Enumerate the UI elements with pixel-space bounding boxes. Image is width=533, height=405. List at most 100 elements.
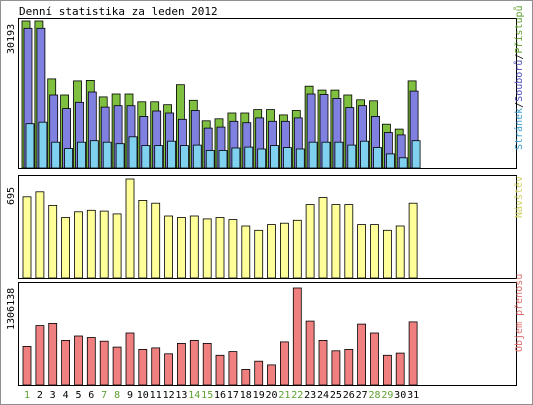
bar-visits-day-8 [112, 213, 122, 279]
legend-pages: Stránek [513, 108, 525, 150]
x-tick-label-day-6: 6 [88, 390, 94, 401]
bar-visits-day-5 [74, 211, 83, 279]
legend-files: Souborů [513, 60, 525, 102]
bar-kbytes-day-6 [86, 337, 96, 386]
bar-kbytes-day-5 [74, 335, 83, 386]
bar-pages-day-6 [89, 140, 99, 169]
bar-visits-day-17 [228, 219, 238, 279]
bar-pages-day-27 [360, 140, 370, 169]
x-tick-label-day-31: 31 [407, 390, 419, 401]
bar-kbytes-day-15 [202, 342, 212, 386]
x-tick-label-day-22: 22 [291, 390, 303, 401]
x-tick-label-day-10: 10 [137, 390, 149, 401]
bar-pages-day-17 [231, 147, 241, 169]
legend-visits: Návštěv [513, 176, 525, 218]
bar-visits-day-28 [370, 224, 379, 279]
x-tick-label-day-16: 16 [214, 390, 226, 401]
bar-visits-day-30 [395, 225, 405, 279]
bottom-panel-y-max-label: 1306138 [6, 288, 17, 330]
bar-pages-day-8 [115, 143, 125, 169]
bar-pages-day-20 [270, 145, 279, 169]
bar-visits-day-10 [138, 199, 148, 279]
top-panel-legend: Stránek/Souborů/Přístupů [513, 5, 525, 150]
bar-pages-day-22 [295, 148, 305, 169]
x-tick-label-day-21: 21 [278, 390, 290, 401]
legend-separator: / [514, 102, 525, 108]
legend-kbytes: Objem přenosu [513, 274, 525, 352]
bar-kbytes-day-18 [241, 368, 251, 386]
chart-title: Denní statistika za leden 2012 [19, 5, 218, 18]
bar-kbytes-day-11 [151, 347, 161, 386]
bar-pages-day-14 [192, 144, 202, 169]
bar-visits-day-19 [254, 229, 264, 279]
bar-visits-day-25 [331, 204, 341, 279]
bar-visits-day-22 [292, 219, 302, 279]
x-tick-label-day-20: 20 [265, 390, 277, 401]
bar-visits-day-9 [125, 178, 135, 279]
bar-visits-day-24 [318, 197, 328, 279]
bar-visits-day-14 [189, 215, 199, 279]
bar-kbytes-day-25 [331, 350, 341, 386]
bar-visits-day-29 [382, 229, 392, 279]
bar-visits-day-31 [408, 202, 418, 279]
bar-pages-day-23 [308, 141, 318, 169]
top-panel-bars [21, 20, 421, 169]
bar-kbytes-day-3 [48, 322, 58, 386]
x-tick-label-day-9: 9 [127, 390, 133, 401]
bar-pages-day-7 [102, 141, 112, 169]
bar-visits-day-27 [357, 224, 367, 279]
x-tick-label-day-15: 15 [201, 390, 213, 401]
bar-visits-day-23 [305, 204, 315, 279]
bar-kbytes-day-26 [344, 348, 354, 386]
bar-pages-day-29 [385, 153, 395, 169]
bar-visits-day-1 [22, 196, 32, 279]
bar-visits-day-26 [344, 204, 354, 279]
middle-panel-y-max-label: 695 [6, 187, 17, 205]
bar-kbytes-day-7 [99, 340, 109, 386]
x-tick-label-day-7: 7 [101, 390, 107, 401]
x-tick-label-day-25: 25 [330, 390, 342, 401]
bar-kbytes-day-14 [189, 339, 199, 386]
bar-visits-day-13 [176, 217, 186, 279]
bar-visits-day-2 [35, 191, 45, 279]
bar-pages-day-4 [64, 148, 73, 169]
bar-kbytes-day-29 [382, 354, 392, 386]
x-tick-label-day-13: 13 [175, 390, 187, 401]
bar-pages-day-12 [167, 140, 177, 169]
x-tick-label-day-23: 23 [304, 390, 316, 401]
bar-kbytes-day-19 [254, 360, 264, 386]
bar-pages-day-19 [257, 148, 267, 169]
bar-kbytes-day-17 [228, 351, 238, 386]
x-tick-label-day-1: 1 [24, 390, 30, 401]
bar-pages-day-10 [141, 145, 151, 169]
bar-pages-day-18 [244, 146, 254, 169]
x-tick-label-day-11: 11 [150, 390, 162, 401]
bar-pages-day-16 [218, 150, 228, 169]
x-tick-label-day-18: 18 [240, 390, 252, 401]
bar-kbytes-day-22 [292, 287, 302, 386]
bottom-panel-bars [22, 287, 418, 386]
x-tick-label-day-12: 12 [163, 390, 175, 401]
x-tick-label-day-2: 2 [37, 390, 43, 401]
bar-pages-day-21 [282, 147, 292, 169]
bar-visits-day-16 [215, 217, 225, 279]
bar-kbytes-day-8 [112, 346, 122, 386]
x-tick-label-day-30: 30 [394, 390, 406, 401]
bar-kbytes-day-31 [408, 321, 418, 386]
bar-kbytes-day-20 [267, 364, 276, 386]
bar-pages-day-26 [347, 144, 357, 169]
x-tick-label-day-19: 19 [253, 390, 265, 401]
bar-visits-day-12 [164, 215, 174, 279]
bar-pages-day-30 [398, 157, 408, 169]
bar-pages-day-15 [205, 150, 215, 169]
bar-visits-day-7 [99, 210, 109, 279]
bar-kbytes-day-2 [35, 325, 45, 386]
bar-kbytes-day-28 [370, 332, 379, 386]
bar-visits-day-21 [279, 222, 289, 279]
bar-kbytes-day-16 [215, 354, 225, 386]
middle-panel-bars [22, 178, 418, 279]
x-tick-label-day-14: 14 [188, 390, 200, 401]
x-axis-day-labels: 1 2 3 4 5 6 7 8 9 10 11 12 13 14 15 16 17 18 19 20 21 22 23 24 2… [24, 390, 419, 401]
bar-visits-day-11 [151, 202, 161, 279]
